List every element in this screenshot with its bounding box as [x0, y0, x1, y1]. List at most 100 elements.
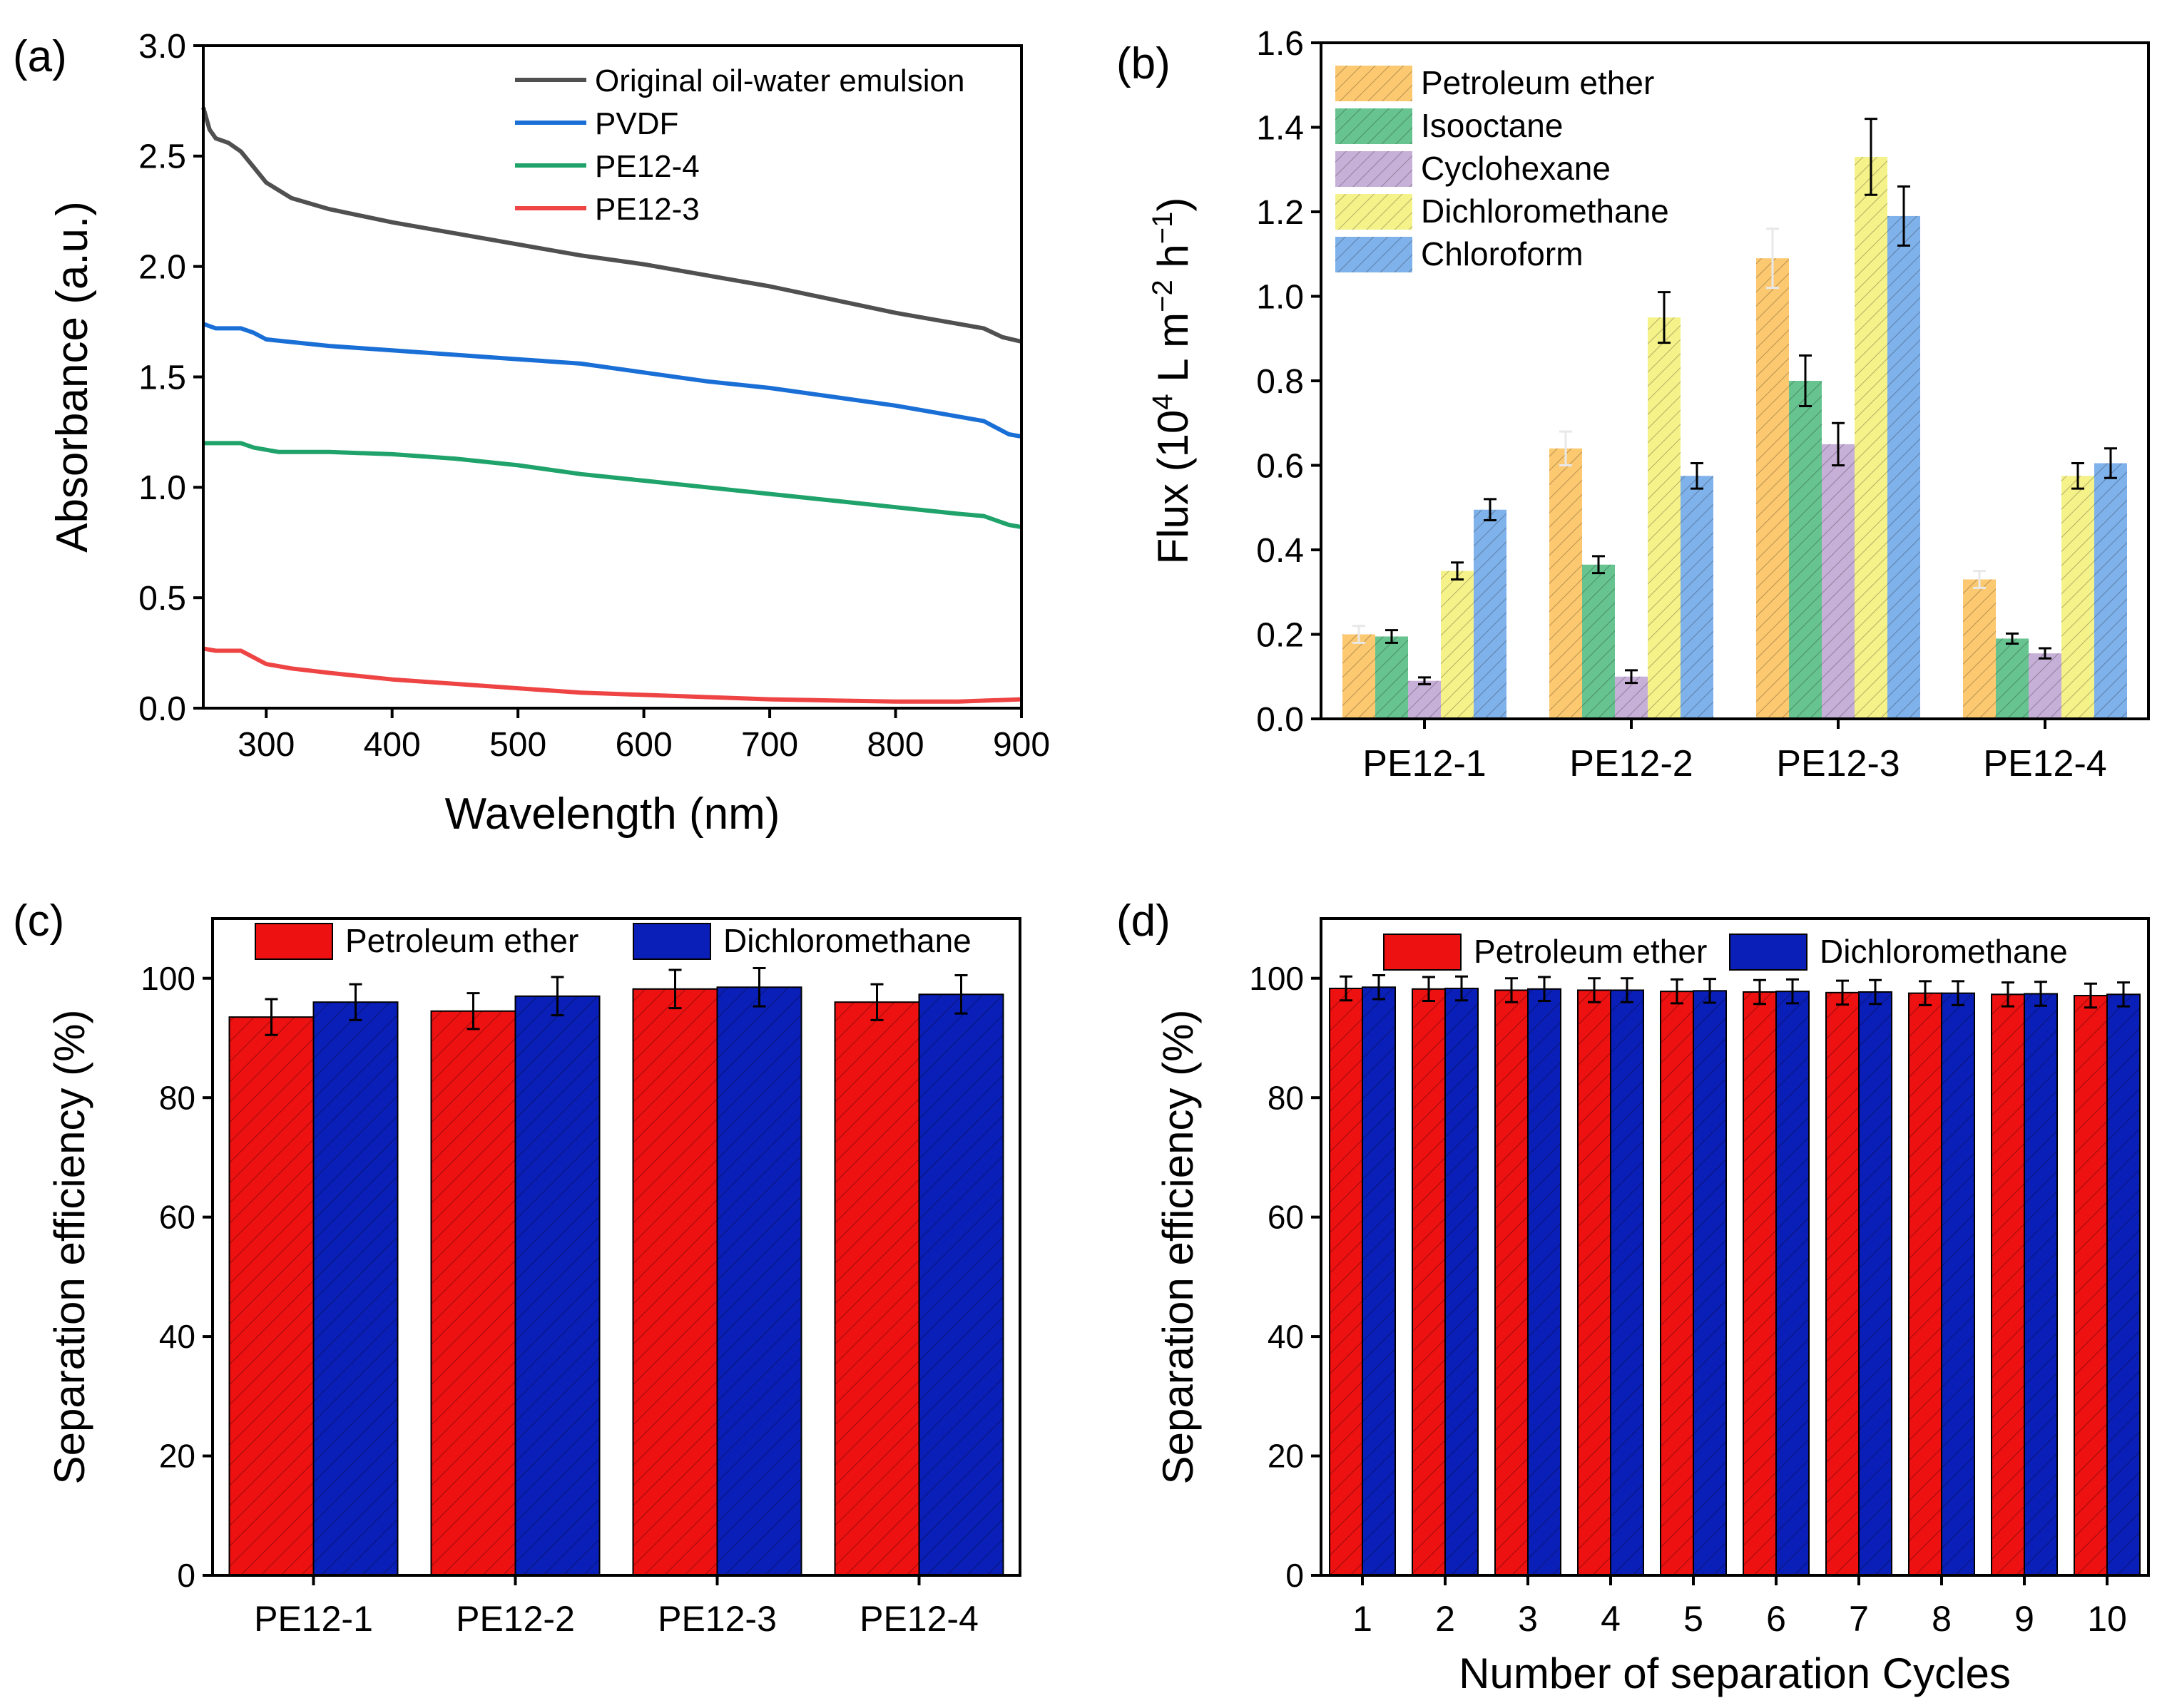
- legend-label: Petroleum ether: [345, 922, 578, 959]
- bar-hatch: [2029, 653, 2061, 719]
- a-ytick-label: 1.5: [138, 359, 186, 397]
- y-axis-label-sup: 4: [1147, 394, 1178, 409]
- b-ytick-label: 1.6: [1256, 25, 1304, 63]
- c-ytick-label: 80: [159, 1079, 195, 1116]
- b-ytick-label: 0.6: [1256, 447, 1304, 485]
- series-line: [201, 106, 1022, 344]
- b-xtick-label: PE12-3: [1776, 743, 1900, 784]
- panel-c-efficiency-bar-chart: PE12-1 PE12-2 PE12-3 PE12-4 0 20 40 60 80 100 Sepa…: [46, 917, 1021, 1639]
- bar-hatch: [1528, 988, 1561, 1575]
- y-axis-label-part: ): [1149, 198, 1197, 212]
- y-axis-label: Flux (104 L m−2 h−1): [1147, 198, 1197, 565]
- bar-hatch: [1992, 994, 2024, 1575]
- b-ytick-label: 0.2: [1256, 616, 1304, 654]
- legend-label: Dichloromethane: [1421, 193, 1669, 230]
- c-xtick-label: PE12-1: [254, 1599, 373, 1639]
- bar-hatch: [1909, 993, 1942, 1575]
- legend-swatch-hatch: [1335, 151, 1412, 187]
- y-axis-label: Absorbance (a.u.): [48, 201, 97, 553]
- bar-hatch: [1661, 991, 1693, 1575]
- series-line: [203, 322, 1022, 439]
- y-axis-label-part: Flux (10: [1149, 410, 1197, 565]
- c-ytick-label: 0: [177, 1557, 195, 1594]
- a-xtick-label: 700: [741, 726, 798, 764]
- d-ytick-label: 100: [1249, 960, 1304, 997]
- bar-hatch: [1826, 992, 1859, 1575]
- legend-label: Dichloromethane: [723, 922, 972, 959]
- b-xtick-label: PE12-2: [1569, 743, 1693, 784]
- a-xtick-label: 400: [364, 726, 421, 764]
- y-axis-label: Separation efficiency (%): [1154, 1010, 1202, 1485]
- bar-hatch: [1743, 991, 1776, 1575]
- legend-label: Petroleum ether: [1421, 64, 1654, 101]
- bar-hatch: [1582, 564, 1615, 719]
- a-xtick-label: 900: [993, 726, 1050, 764]
- a-ytick-label: 2.0: [138, 248, 186, 286]
- legend-label: PE12-3: [595, 192, 700, 227]
- bar-hatch: [1789, 381, 1822, 719]
- b-ytick-label: 0.4: [1256, 532, 1304, 570]
- legend-swatch: [1729, 934, 1807, 971]
- plot-frame: [202, 44, 1023, 710]
- legend-swatch: [633, 923, 711, 960]
- bar-hatch: [1693, 991, 1726, 1575]
- d-xtick-label: 3: [1518, 1599, 1538, 1639]
- b-ytick-label: 1.4: [1256, 109, 1304, 147]
- bar-hatch: [1445, 988, 1478, 1575]
- bar-hatch: [2061, 476, 2094, 719]
- b-ytick-label: 0.0: [1256, 701, 1304, 739]
- b-xtick-label: PE12-4: [1983, 743, 2106, 784]
- bar-hatch: [1362, 987, 1395, 1575]
- a-ytick-label: 3.0: [138, 28, 186, 66]
- bar-hatch: [229, 1017, 314, 1575]
- bar-hatch: [1855, 156, 1887, 720]
- y-axis-label-sup: −2: [1147, 280, 1178, 312]
- bar-hatch: [313, 1002, 398, 1575]
- bar-hatch: [515, 996, 600, 1575]
- d-ytick-label: 0: [1285, 1557, 1304, 1594]
- bar-hatch: [1441, 571, 1474, 719]
- x-axis-label: Number of separation Cycles: [1459, 1650, 2011, 1697]
- bar-hatch: [835, 1002, 919, 1575]
- bar-hatch: [1996, 638, 2029, 719]
- d-xtick-label: 7: [1849, 1599, 1869, 1639]
- legend-label: Petroleum ether: [1474, 933, 1707, 970]
- legend-label: PE12-4: [595, 149, 700, 184]
- a-ytick-label: 2.5: [138, 138, 186, 176]
- bar-hatch: [1648, 317, 1681, 719]
- bar-hatch: [1342, 634, 1375, 719]
- legend-swatch: [255, 923, 333, 960]
- panel-c-tag: (c): [13, 896, 64, 946]
- b-ytick-label: 0.8: [1256, 363, 1304, 401]
- d-xtick-label: 6: [1766, 1599, 1786, 1639]
- d-xtick-label: 4: [1601, 1599, 1621, 1639]
- legend-label: Chloroform: [1421, 235, 1584, 272]
- legend-label: Cyclohexane: [1421, 150, 1611, 187]
- bar-hatch: [1611, 990, 1643, 1575]
- d-ytick-label: 80: [1268, 1079, 1304, 1116]
- bar-hatch: [1474, 509, 1506, 719]
- b-ytick-label: 1.2: [1256, 194, 1304, 232]
- c-xtick-label: PE12-4: [860, 1599, 979, 1639]
- d-ytick-label: 40: [1268, 1318, 1304, 1355]
- bar-hatch: [1330, 988, 1362, 1575]
- d-xtick-label: 9: [2014, 1599, 2034, 1639]
- c-ytick-label: 100: [141, 960, 195, 997]
- bar-hatch: [1549, 448, 1582, 719]
- bar-hatch: [1822, 444, 1855, 719]
- bar-hatch: [1776, 991, 1809, 1575]
- bar-hatch: [1859, 991, 1892, 1575]
- legend-label: Original oil-water emulsion: [595, 63, 964, 98]
- panel-a-tag: (a): [13, 32, 67, 81]
- legend-swatch-hatch: [1335, 237, 1412, 272]
- legend-swatch-hatch: [1335, 66, 1412, 101]
- bar-hatch: [1375, 636, 1408, 719]
- y-axis-label: Separation efficiency (%): [46, 1010, 93, 1485]
- bar-hatch: [2024, 993, 2057, 1575]
- a-xtick-label: 500: [489, 726, 546, 764]
- bar-hatch: [1408, 680, 1441, 719]
- legend-label: PVDF: [595, 106, 678, 141]
- d-xtick-label: 2: [1435, 1599, 1455, 1639]
- bar-hatch: [1963, 579, 1996, 719]
- legend-swatch-hatch: [1335, 108, 1412, 144]
